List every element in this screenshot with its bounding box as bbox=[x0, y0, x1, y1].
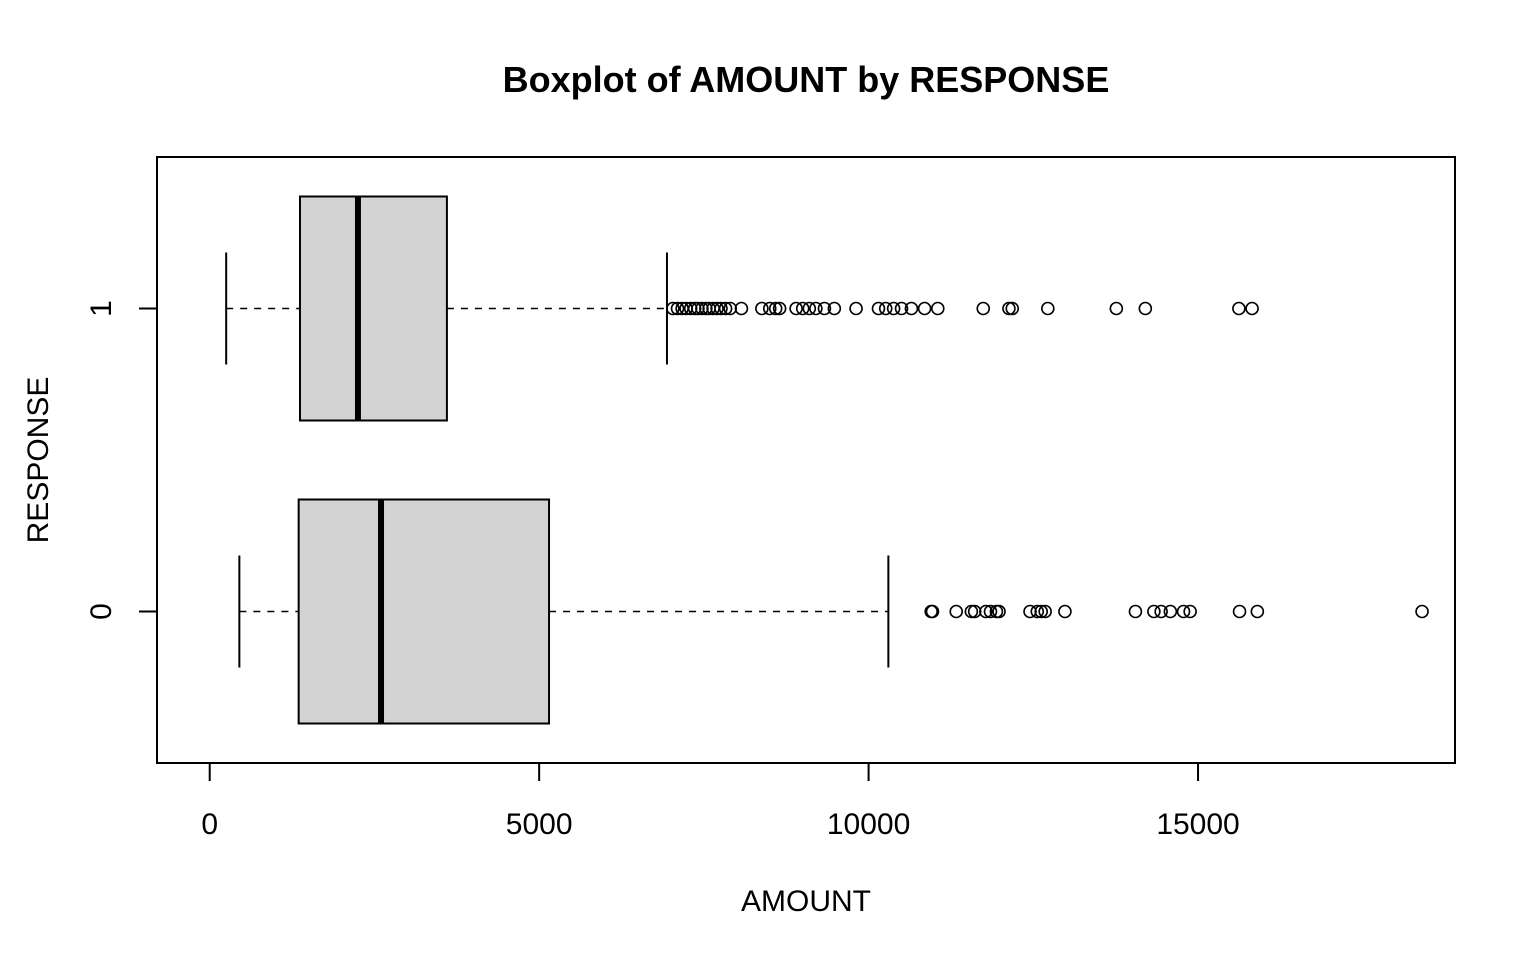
outlier-point bbox=[1154, 604, 1168, 619]
outlier-point bbox=[734, 301, 749, 316]
outlier-point bbox=[849, 301, 863, 316]
outlier-point bbox=[1415, 604, 1429, 619]
iqr-box bbox=[297, 498, 551, 725]
outlier-point bbox=[1232, 604, 1247, 619]
outlier-point bbox=[755, 301, 769, 316]
outlier-point bbox=[886, 301, 901, 316]
outlier-point bbox=[1176, 604, 1191, 619]
y-tick-label: 1 bbox=[85, 300, 118, 317]
outlier-point bbox=[871, 301, 886, 316]
outlier-point bbox=[718, 301, 733, 316]
outlier-point bbox=[949, 604, 964, 619]
outlier-point bbox=[976, 301, 991, 316]
outlier-point bbox=[925, 604, 940, 619]
outlier-point bbox=[1250, 604, 1265, 619]
outlier-point bbox=[789, 301, 803, 316]
outlier-point bbox=[983, 604, 998, 619]
chart-title: Boxplot of AMOUNT by RESPONSE bbox=[503, 59, 1110, 100]
outlier-point bbox=[666, 301, 680, 316]
outlier-point bbox=[817, 301, 832, 316]
outlier-point bbox=[1041, 301, 1055, 316]
outlier-point bbox=[1232, 301, 1246, 316]
outlier-point bbox=[1183, 604, 1197, 619]
outlier-point bbox=[1030, 604, 1045, 619]
x-tick-label: 0 bbox=[201, 808, 218, 841]
outlier-point bbox=[1163, 604, 1178, 619]
outlier-point bbox=[878, 301, 893, 316]
outlier-point bbox=[1034, 604, 1049, 619]
outlier-point bbox=[1128, 604, 1143, 619]
x-tick-label: 15000 bbox=[1156, 808, 1239, 841]
y-axis-label: RESPONSE bbox=[22, 377, 55, 544]
outlier-point bbox=[768, 301, 783, 316]
outlier-point bbox=[827, 301, 842, 316]
x-tick-label: 10000 bbox=[827, 808, 910, 841]
outlier-point bbox=[964, 604, 979, 619]
outlier-point bbox=[979, 604, 993, 619]
outlier-point bbox=[894, 301, 909, 316]
outlier-point bbox=[904, 301, 919, 316]
y-tick-label: 0 bbox=[85, 603, 118, 620]
y-axis: 01 bbox=[85, 300, 157, 620]
iqr-box bbox=[298, 195, 448, 422]
outlier-point bbox=[714, 301, 728, 316]
outlier-point bbox=[992, 604, 1006, 619]
outlier-point bbox=[772, 301, 787, 316]
outlier-point bbox=[1023, 604, 1037, 619]
outlier-point bbox=[809, 301, 823, 316]
boxes-group bbox=[225, 195, 1429, 725]
x-tick-label: 5000 bbox=[506, 808, 573, 841]
outlier-point bbox=[1109, 301, 1124, 316]
box-1 bbox=[225, 195, 1259, 422]
outlier-point bbox=[1058, 604, 1072, 619]
x-axis-label: AMOUNT bbox=[741, 885, 871, 918]
outlier-point bbox=[802, 301, 817, 316]
outlier-point bbox=[930, 301, 945, 316]
box-0 bbox=[238, 498, 1429, 725]
outlier-point bbox=[1138, 301, 1153, 316]
outlier-point bbox=[795, 301, 810, 316]
outlier-point bbox=[1038, 604, 1052, 619]
outlier-point bbox=[762, 301, 777, 316]
outlier-point bbox=[670, 301, 685, 316]
x-axis: 0 5000 10000 15000 bbox=[201, 762, 1240, 841]
outlier-point bbox=[1002, 301, 1016, 316]
outlier-point bbox=[1245, 301, 1259, 316]
outlier-point bbox=[1005, 301, 1020, 316]
outlier-point bbox=[1147, 604, 1161, 619]
outlier-point bbox=[917, 301, 932, 316]
outlier-point bbox=[710, 301, 724, 316]
